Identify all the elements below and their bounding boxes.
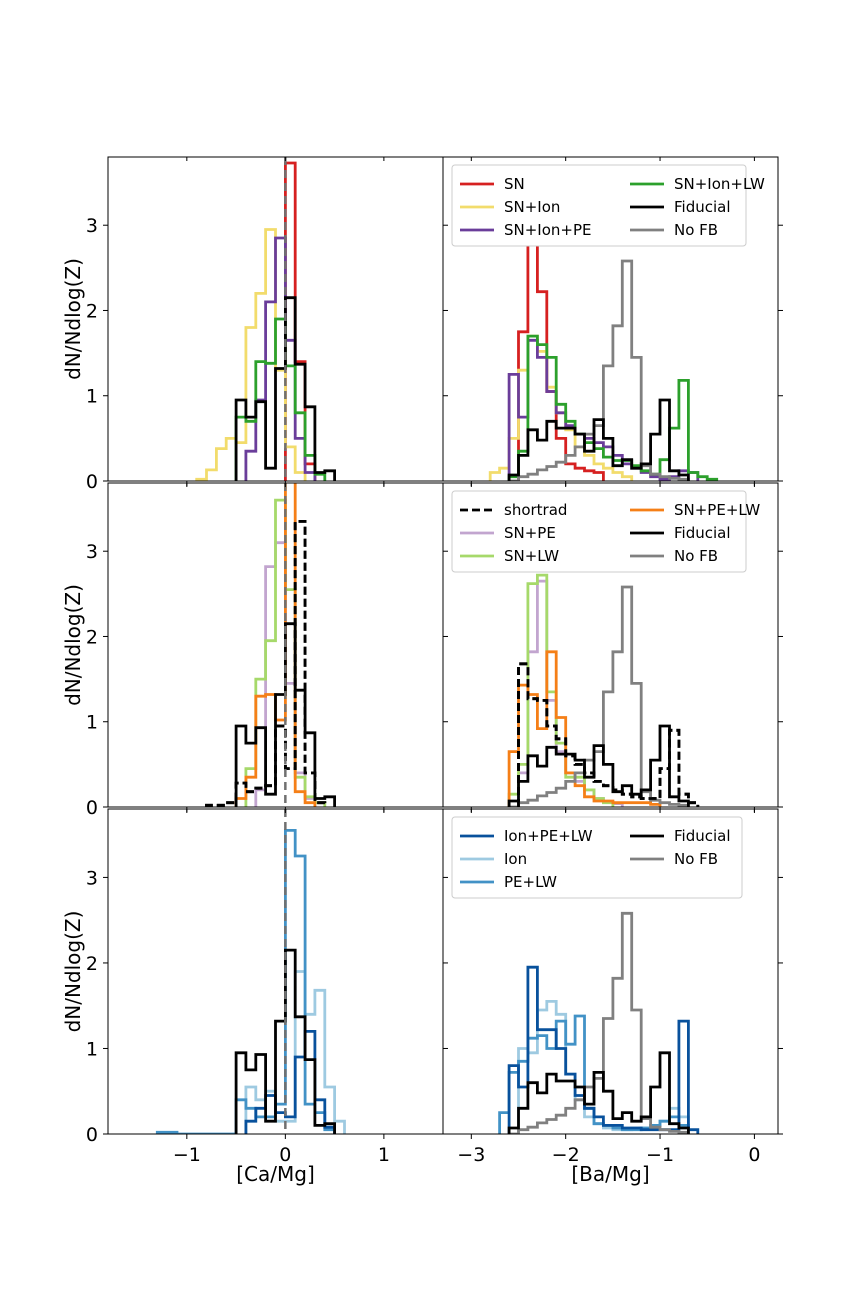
row3-legend <box>451 816 743 899</box>
row1-legend-label-fiducial: Fiducial <box>674 198 731 216</box>
row2-legend-label-sn-pe-lw: SN+PE+LW <box>674 501 760 519</box>
row3-ytick-label: 3 <box>86 867 98 889</box>
row3-ytick-label: 0 <box>86 1124 98 1146</box>
row2-legend <box>451 490 747 573</box>
row2-ba-sn-lw-histogram <box>507 573 615 807</box>
row2-ba-fiducial-histogram <box>507 724 690 807</box>
row1-ytick-label: 1 <box>86 386 98 408</box>
row1-legend-label-sn-ion-lw: SN+Ion+LW <box>674 175 765 193</box>
row1-ca-sn-histogram <box>284 161 317 481</box>
row3-right-panel-frame <box>442 808 779 1135</box>
row2-ba-no-fb-histogram <box>509 585 690 807</box>
row3-ytick-label: 2 <box>86 953 98 975</box>
row3-legend-label-pe-lw: PE+LW <box>504 873 557 891</box>
row2-right-panel-frame <box>442 482 779 808</box>
row1-legend-label-no-fb: No FB <box>674 221 718 239</box>
right-xtick-label: 0 <box>748 1144 760 1166</box>
row2-legend-label-no-fb: No FB <box>674 547 718 565</box>
row1-ba-sn-ion-histogram <box>488 334 634 481</box>
row3-ca-ion-pe-lw-histogram <box>244 1030 336 1134</box>
row2-ytick-label: 3 <box>86 541 98 563</box>
row1-ytick-label: 0 <box>86 471 98 493</box>
row3-ba-no-fb-histogram <box>509 911 690 1134</box>
row1-legend-label-sn: SN <box>504 175 525 193</box>
row1-ylabel: dN/Ndlog(Z) <box>61 258 85 380</box>
row3-ba-fiducial-histogram <box>507 1051 690 1134</box>
row3-ylabel: dN/Ndlog(Z) <box>61 911 85 1033</box>
row2-legend-label-sn-pe: SN+PE <box>504 524 556 542</box>
row2-top-ca-shortrad-histogram <box>205 520 327 807</box>
row3-legend-label-no-fb: No FB <box>674 850 718 868</box>
row2-ylabel: dN/Ndlog(Z) <box>61 584 85 706</box>
row1-right-panel-frame <box>442 156 779 482</box>
row3-legend-label-ion: Ion <box>504 850 527 868</box>
row2-top-ba-shortrad-histogram <box>517 662 700 807</box>
row2-ytick-label: 0 <box>86 797 98 819</box>
row2-legend-label-fiducial: Fiducial <box>674 524 731 542</box>
row3-ba-ion-pe-lw-histogram <box>507 965 700 1134</box>
row1-ytick-label: 3 <box>86 215 98 237</box>
row2-ytick-label: 2 <box>86 626 98 648</box>
row3-legend-label-fiducial: Fiducial <box>674 827 731 845</box>
row1-legend <box>451 164 747 247</box>
row1-ca-sn-ion-lw-histogram <box>234 317 327 481</box>
row2-legend-label-shortrad: shortrad <box>504 501 567 519</box>
row1-legend-label-sn-ion: SN+Ion <box>504 198 560 216</box>
row1-ba-fiducial-histogram <box>507 398 690 481</box>
left-xlabel: [Ca/Mg] <box>236 1162 315 1186</box>
right-xlabel: [Ba/Mg] <box>571 1162 649 1186</box>
left-xtick-label: 1 <box>378 1144 390 1166</box>
row3-ytick-label: 1 <box>86 1038 98 1060</box>
right-xtick-label: −3 <box>457 1144 485 1166</box>
row2-ytick-label: 1 <box>86 712 98 734</box>
row1-legend-label-sn-ion-pe: SN+Ion+PE <box>504 221 592 239</box>
left-xtick-label: −1 <box>173 1144 201 1166</box>
row3-legend-label-ion-pe-lw: Ion+PE+LW <box>504 827 593 845</box>
row1-ytick-label: 2 <box>86 300 98 322</box>
row1-ca-sn-ion-histogram <box>195 228 307 481</box>
right-xtick-label: −2 <box>552 1144 580 1166</box>
left-xtick-label: 0 <box>279 1144 291 1166</box>
row2-legend-label-sn-lw: SN+LW <box>504 547 559 565</box>
right-xtick-label: −1 <box>646 1144 674 1166</box>
